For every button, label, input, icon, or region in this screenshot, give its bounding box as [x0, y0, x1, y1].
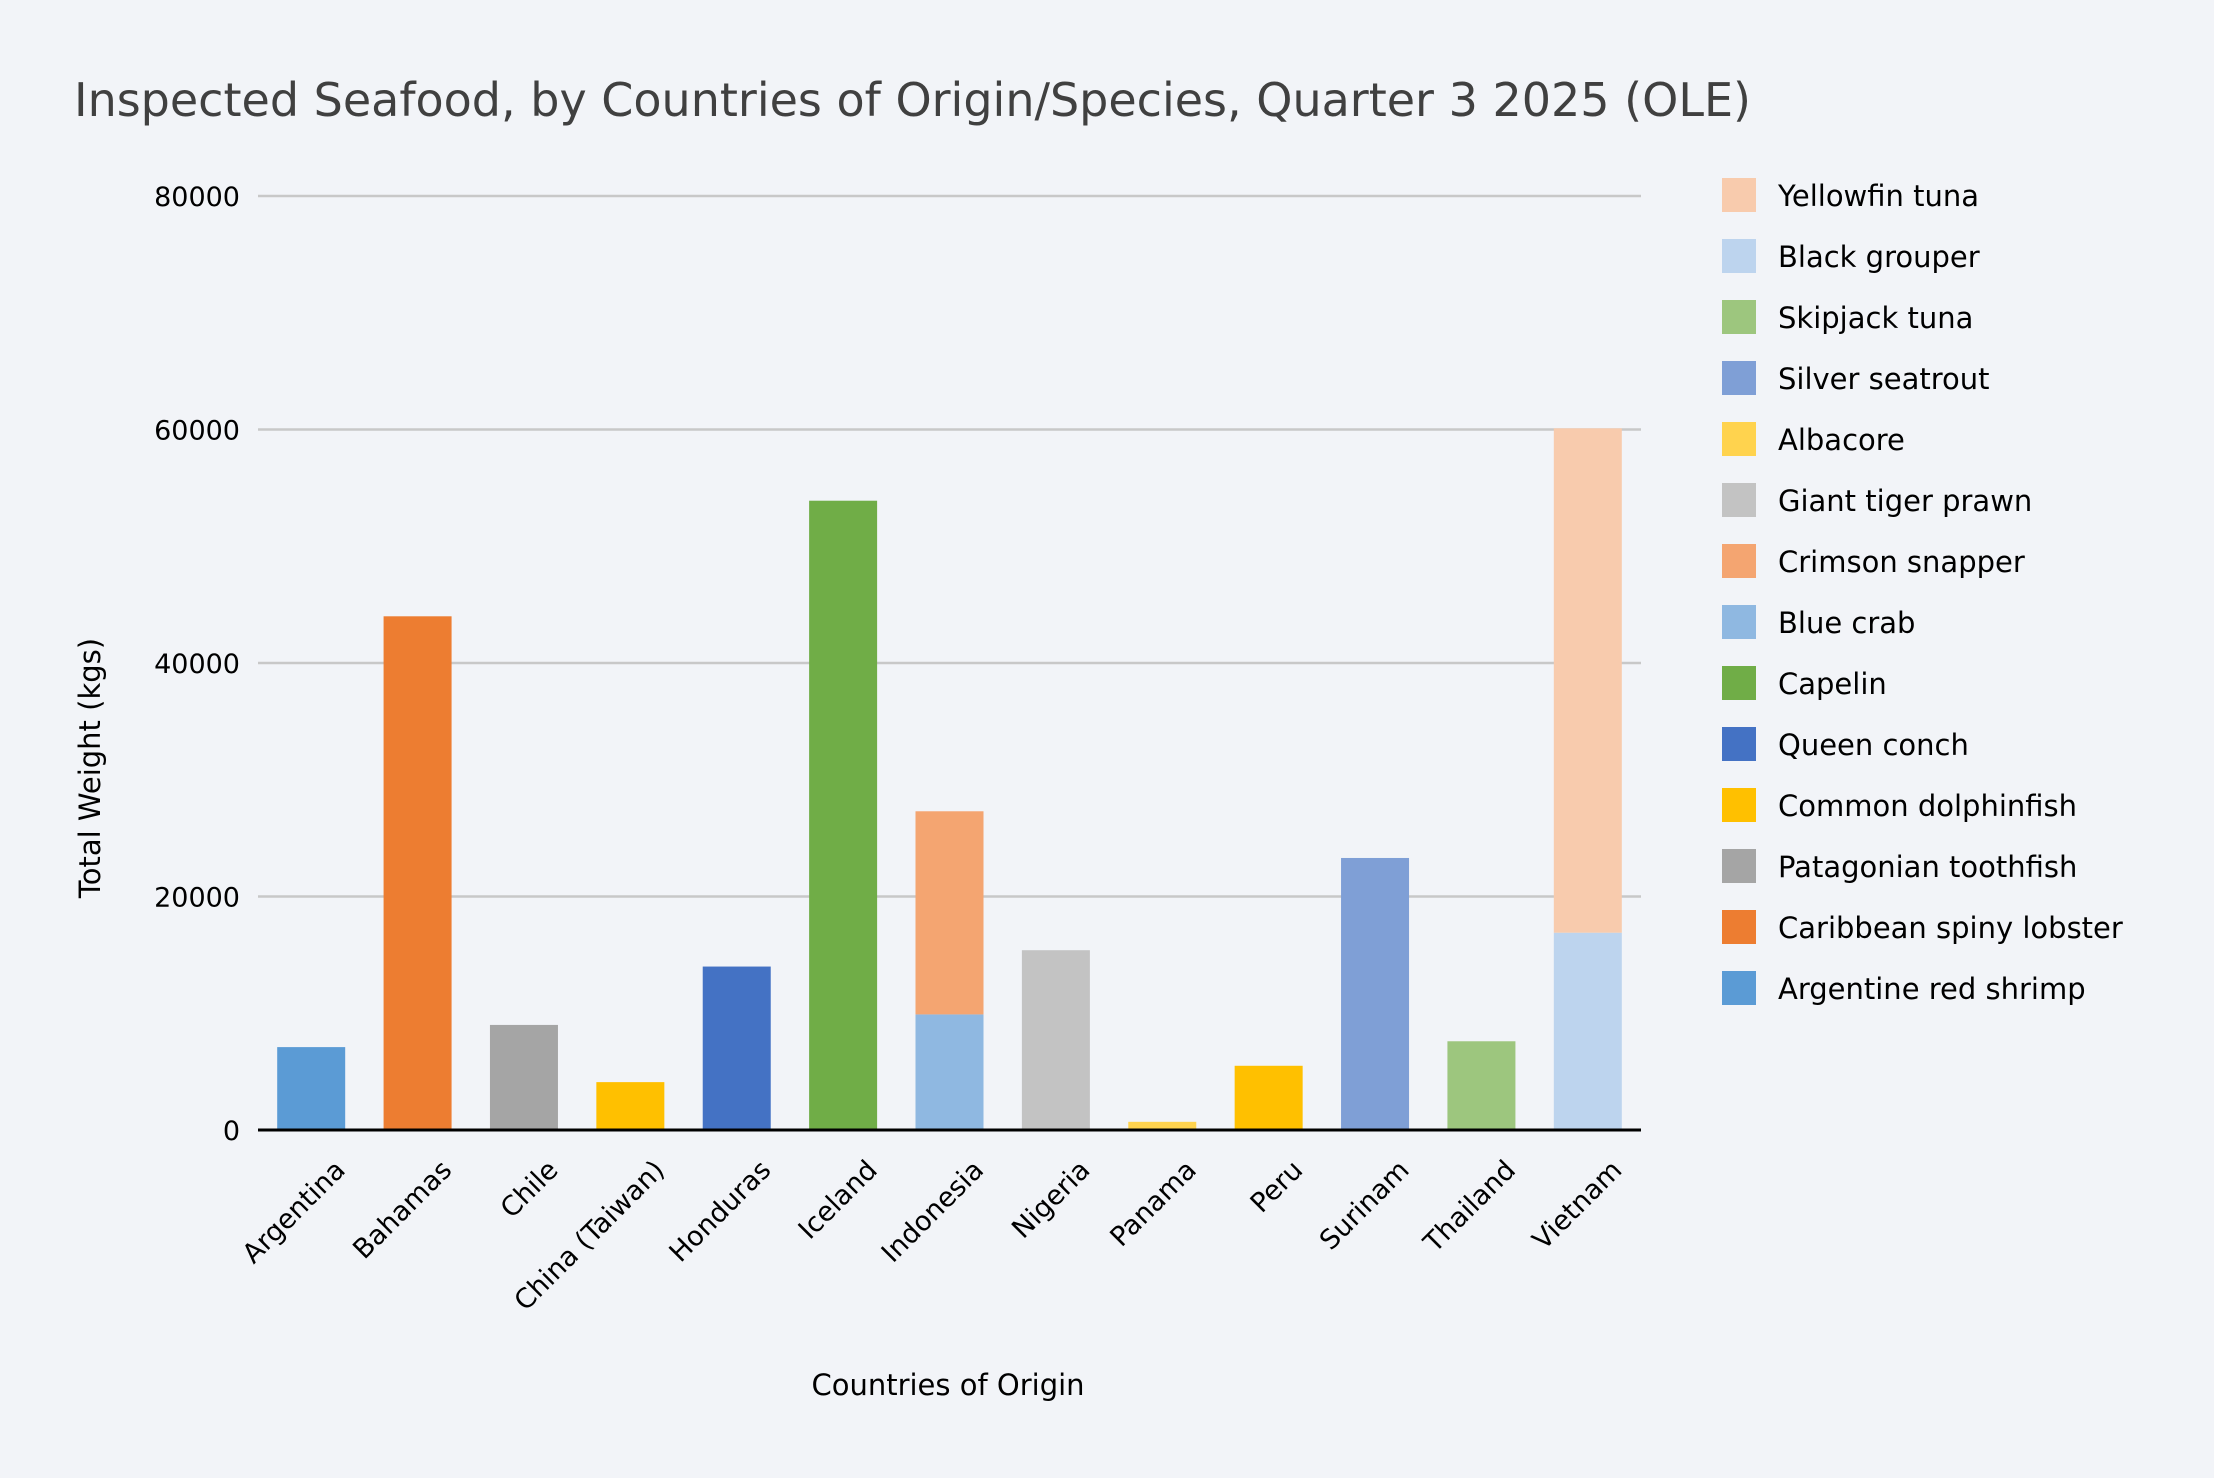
legend-label-caribbean-spiny-lobster: Caribbean spiny lobster: [1778, 911, 2123, 945]
x-axis-title: Countries of Origin: [811, 1368, 1084, 1402]
bar-nigeria-giant-tiger-prawn: [1021, 950, 1090, 1130]
bar-thailand-skipjack-tuna: [1447, 1041, 1516, 1130]
legend-label-patagonian-toothfish: Patagonian toothfish: [1778, 850, 2077, 884]
legend-label-common-dolphinfish: Common dolphinfish: [1778, 789, 2077, 823]
legend-label-yellowfin-tuna: Yellowfin tuna: [1777, 179, 1979, 213]
legend-swatch-giant-tiger-prawn: [1722, 483, 1756, 517]
legend-swatch-capelin: [1722, 666, 1756, 700]
gridlines: [258, 194, 1641, 898]
bar-china-taiwan-common-dolphinfish: [596, 1082, 665, 1130]
legend-swatch-black-grouper: [1722, 239, 1756, 273]
legend-label-argentine-red-shrimp: Argentine red shrimp: [1778, 972, 2086, 1006]
bar-indonesia-blue-crab: [915, 1014, 984, 1130]
legend-swatch-yellowfin-tuna: [1722, 178, 1756, 212]
legend-label-queen-conch: Queen conch: [1778, 728, 1969, 762]
legend-swatch-blue-crab: [1722, 605, 1756, 639]
bar-peru-common-dolphinfish: [1234, 1065, 1303, 1130]
bar-vietnam-black-grouper: [1553, 932, 1622, 1130]
legend-label-albacore: Albacore: [1778, 423, 1905, 457]
legend-label-skipjack-tuna: Skipjack tuna: [1778, 301, 1973, 335]
legend-swatch-albacore: [1722, 422, 1756, 456]
legend-swatch-silver-seatrout: [1722, 361, 1756, 395]
y-tick-label: 40000: [154, 649, 240, 680]
bar-honduras-queen-conch: [702, 966, 771, 1130]
legend-swatch-common-dolphinfish: [1722, 788, 1756, 822]
legend-swatch-patagonian-toothfish: [1722, 849, 1756, 883]
chart-title: Inspected Seafood, by Countries of Origi…: [74, 73, 1751, 127]
bars: [277, 428, 1622, 1130]
legend: Yellowfin tuna Black grouper Skipjack tuna…: [1722, 178, 2123, 1006]
y-tick-labels: 0 20000 40000 60000 80000: [154, 182, 240, 1147]
y-tick-label: 60000: [154, 416, 240, 447]
bar-vietnam-yellowfin-tuna: [1553, 428, 1622, 933]
bar-indonesia-crimson-snapper: [915, 811, 984, 1015]
legend-label-giant-tiger-prawn: Giant tiger prawn: [1778, 484, 2032, 518]
y-tick-label: 80000: [154, 182, 240, 213]
legend-label-blue-crab: Blue crab: [1778, 606, 1915, 640]
legend-swatch-argentine-red-shrimp: [1722, 971, 1756, 1005]
bar-surinam-silver-seatrout: [1341, 857, 1410, 1130]
legend-label-capelin: Capelin: [1778, 667, 1887, 701]
legend-swatch-crimson-snapper: [1722, 544, 1756, 578]
legend-swatch-caribbean-spiny-lobster: [1722, 910, 1756, 944]
y-tick-label: 0: [223, 1116, 240, 1147]
bar-argentina-argentine-red-shrimp: [277, 1047, 346, 1130]
bar-chile-patagonian-toothfish: [489, 1024, 558, 1130]
legend-swatch-queen-conch: [1722, 727, 1756, 761]
y-axis-title: Total Weight (kgs): [73, 638, 107, 899]
legend-label-silver-seatrout: Silver seatrout: [1778, 362, 1990, 396]
legend-label-crimson-snapper: Crimson snapper: [1778, 545, 2025, 579]
legend-swatch-skipjack-tuna: [1722, 300, 1756, 334]
y-tick-label: 20000: [154, 883, 240, 914]
bar-iceland-capelin: [809, 500, 878, 1130]
legend-label-black-grouper: Black grouper: [1778, 240, 1980, 274]
bar-panama-albacore: [1128, 1121, 1197, 1130]
bar-bahamas-caribbean-spiny-lobster: [383, 616, 452, 1130]
